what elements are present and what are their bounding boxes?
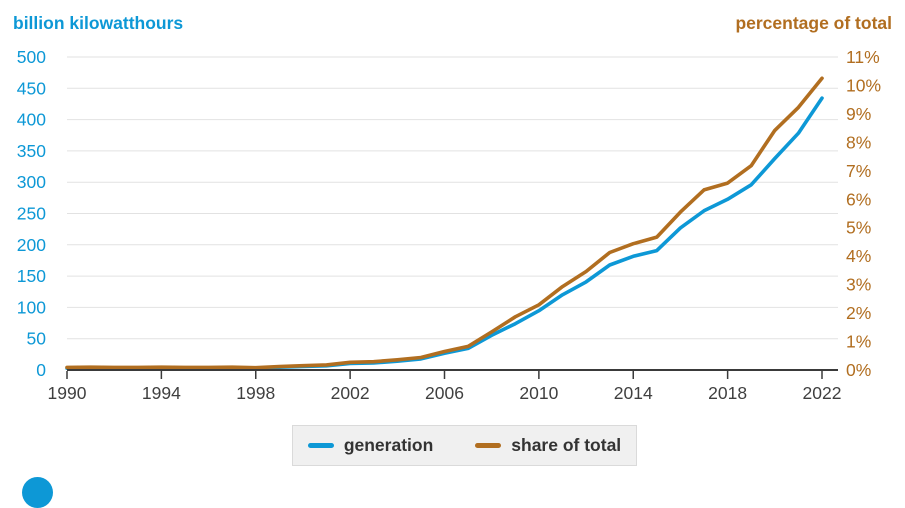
right-axis-tick-label: 1% [846,332,871,352]
right-axis-tick-label: 4% [846,246,871,266]
legend-label-share-of-total: share of total [511,435,622,455]
x-axis-tick-label: 2018 [708,383,747,403]
x-axis-tick-label: 2010 [519,383,558,403]
left-axis-tick-label: 50 [27,329,47,349]
right-axis-tick-label: 6% [846,189,871,209]
legend-label-generation: generation [343,435,434,455]
left-axis-tick-label: 150 [17,266,46,286]
series-line-share-of-total [65,76,824,370]
left-axis-tick-label: 500 [17,47,46,67]
left-axis-title: billion kilowatthours [13,13,183,33]
left-axis-tick-label: 350 [17,141,46,161]
right-axis-tick-label: 5% [846,218,871,238]
left-axis-tick-label: 450 [17,78,46,98]
left-axis-tick-label: 400 [17,110,46,130]
right-axis-tick-label: 2% [846,303,871,323]
x-axis-tick-label: 1998 [236,383,275,403]
axes [66,369,838,379]
x-axis-tick-label: 2022 [803,383,842,403]
share-of-total-line-swatch-icon [475,443,502,448]
left-axis-tick-label: 100 [17,297,46,317]
right-axis-tick-label: 0% [846,360,871,380]
left-axis-tick-label: 300 [17,172,46,192]
wind-generation-chart: billion kilowatthours percentage of tota… [13,13,892,508]
chart-legend: generation share of total [292,425,637,466]
right-axis-title: percentage of total [735,13,892,33]
series-lines [65,76,824,371]
x-axis-tick-label: 2002 [331,383,370,403]
left-axis-tick-label: 0 [36,360,46,380]
right-axis-tick-label: 8% [846,132,871,152]
right-axis-tick-label: 3% [846,275,871,295]
generation-line-swatch-icon [307,443,334,448]
right-axis-tick-label: 9% [846,104,871,124]
series-line-generation [65,96,824,371]
x-axis-tick-label: 2006 [425,383,464,403]
right-axis-tick-label: 7% [846,161,871,181]
left-axis-tick-label: 250 [17,204,46,224]
x-axis-tick-label: 1994 [142,383,181,403]
gridlines [67,56,838,340]
legend-item-generation[interactable]: generation [307,435,434,456]
x-axis-tick-label: 1990 [48,383,87,403]
x-axis-tick-label: 2014 [614,383,653,403]
legend-item-share-of-total[interactable]: share of total [475,435,621,456]
plot-area: billion kilowatthours percentage of tota… [13,13,892,403]
tick-labels: 0 50 100 150 200 250 300 350 400 450 500 0% 1% 2% 3% 4%… [17,47,881,403]
left-axis-tick-label: 200 [17,235,46,255]
right-axis-tick-label: 11% [846,47,880,67]
right-axis-tick-label: 10% [846,75,881,95]
